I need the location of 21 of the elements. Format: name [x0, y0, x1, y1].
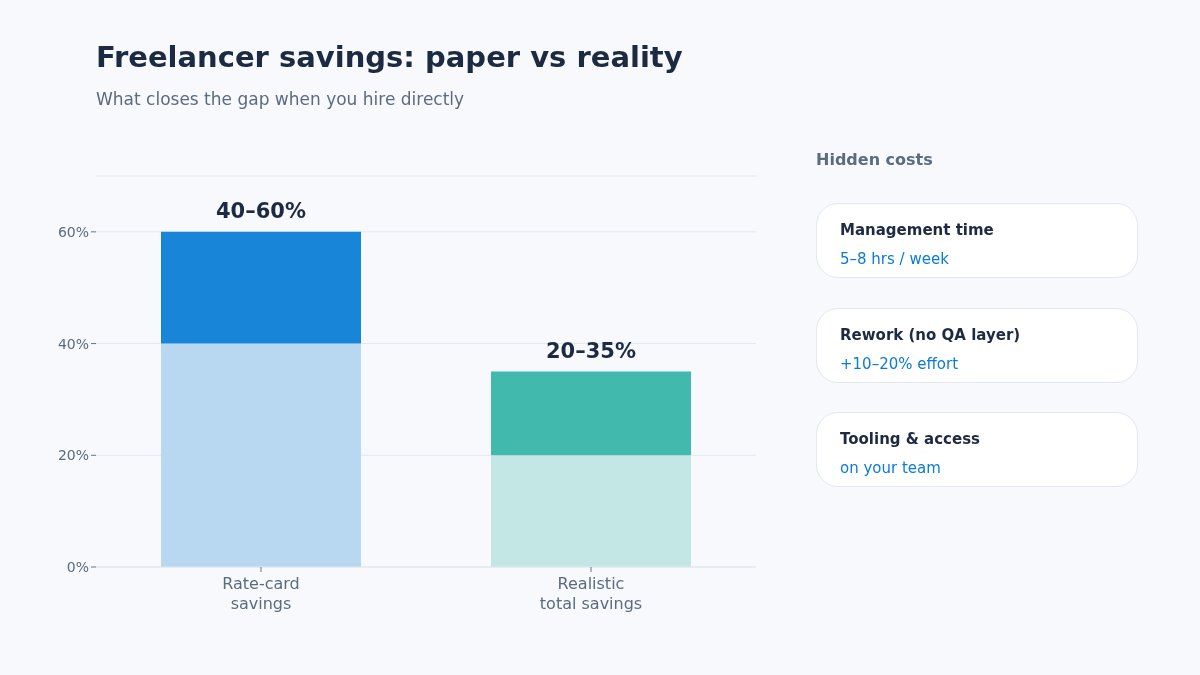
text: 5–8 hrs / week: [840, 250, 949, 268]
text: Management time: [840, 221, 994, 239]
bar: [491, 455, 691, 567]
x-tick-label: Rate-card savings: [222, 574, 300, 613]
chart-subtitle: What closes the gap when you hire directly: [96, 89, 465, 109]
text: +10–20% effort: [840, 354, 959, 373]
y-tick-label: 0%: [66, 558, 89, 575]
bar: [161, 231, 361, 344]
text: Tooling & access: [840, 430, 981, 448]
annotation: 20–35%: [546, 338, 636, 363]
y-tick-label: 60%: [57, 223, 89, 240]
y-tick-label: 40%: [57, 335, 89, 352]
bar: [491, 371, 691, 456]
text: Hidden costs: [816, 150, 933, 169]
chart-title: Freelancer savings: paper vs reality: [96, 40, 683, 74]
text: Rework (no QA layer): [840, 325, 1021, 344]
x-tick-label: Realistic total savings: [539, 574, 643, 613]
y-tick-label: 20%: [57, 447, 89, 464]
annotation: 40–60%: [216, 198, 306, 223]
text: on your team: [840, 459, 941, 477]
bar: [161, 343, 361, 567]
